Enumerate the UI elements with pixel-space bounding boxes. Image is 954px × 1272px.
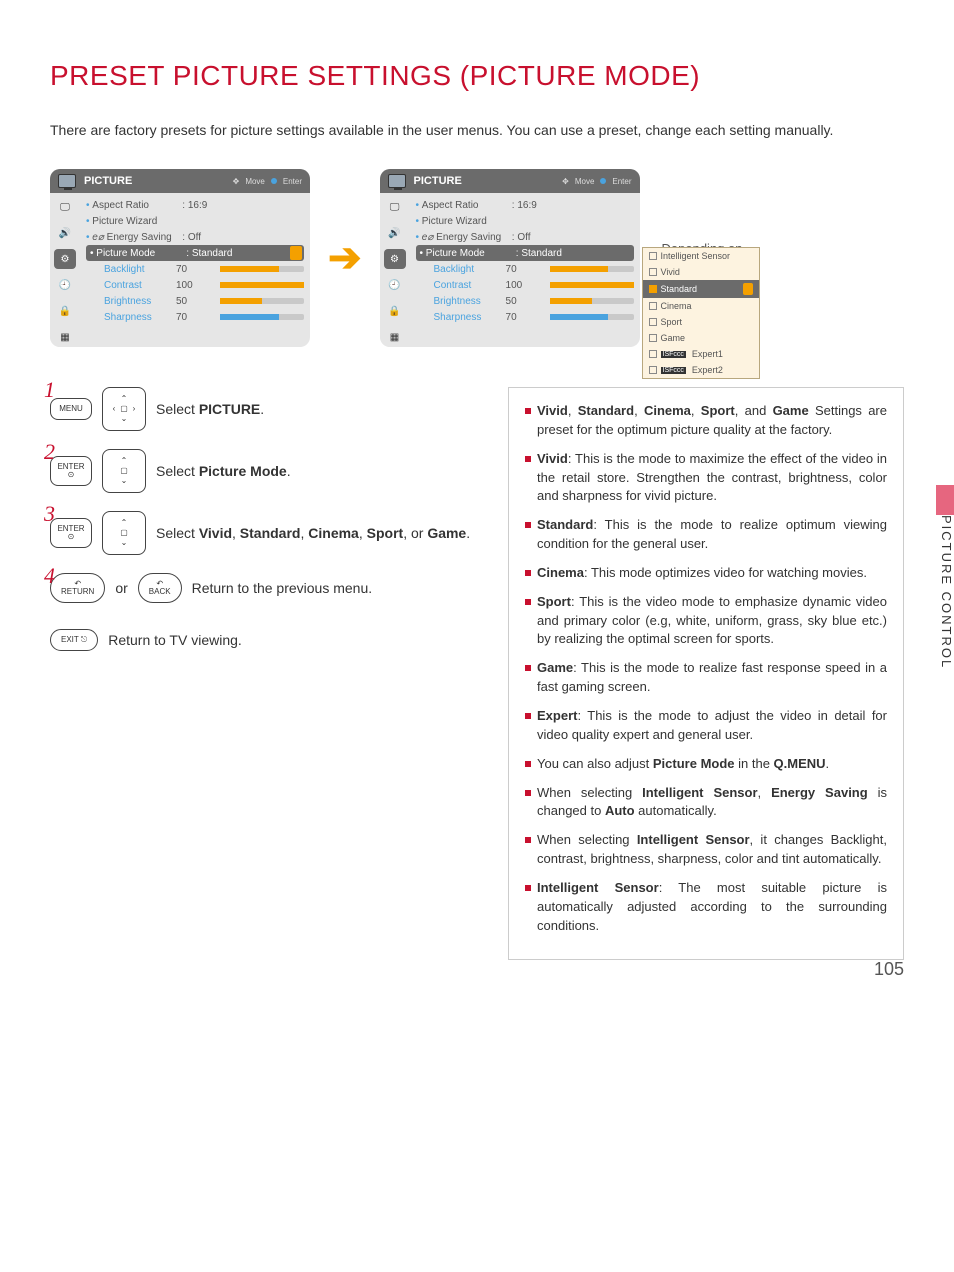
step-4: 4 ↶RETURN or ↶BACK Return to the previou… — [50, 573, 480, 603]
osd-nav-hint: ✥Move Enter — [233, 177, 302, 186]
icon-time: 🕘 — [54, 275, 76, 295]
exit-row: EXIT ⎋ Return to TV viewing. — [50, 629, 480, 651]
icon-time: 🕘 — [384, 275, 406, 295]
icon-audio: 🔊 — [384, 223, 406, 243]
opt-standard-selected[interactable]: Standard — [643, 280, 759, 298]
opt-cinema[interactable]: Cinema — [643, 298, 759, 314]
info-qmenu: You can also adjust Picture Mode in the … — [525, 755, 887, 774]
step-3-text: Select Vivid, Standard, Cinema, Sport, o… — [156, 525, 470, 541]
step-number-1: 1 — [44, 377, 55, 403]
energy-value: : Off — [182, 232, 201, 243]
osd-title: PICTURE — [84, 175, 132, 187]
icon-option-selected: ⚙ — [54, 249, 76, 269]
opt-expert1[interactable]: ISFcccExpert1 — [643, 346, 759, 362]
info-presets: Vivid, Standard, Cinema, Sport, and Game… — [525, 402, 887, 440]
opt-sport[interactable]: Sport — [643, 314, 759, 330]
brightness-value: 50 — [176, 296, 220, 307]
contrast-label: Contrast — [86, 280, 176, 291]
icon-picture: 🖵 — [384, 197, 406, 217]
picture-mode-row-highlight[interactable]: • Picture Mode: Standard — [86, 245, 304, 261]
step-3: 3 ENTER⊙ ⌃ ▢ ⌄ Select Vivid, Standard, C… — [50, 511, 480, 555]
exit-text: Return to TV viewing. — [108, 632, 242, 648]
osd-category-icons: 🖵 🔊 ⚙ 🕘 🔒 ▦ — [50, 193, 80, 347]
page-number: 105 — [874, 959, 904, 980]
osd-panel-after: PICTURE ✥Move Enter 🖵 🔊 ⚙ 🕘 🔒 ▦ • Aspect… — [380, 169, 640, 347]
icon-lock: 🔒 — [384, 301, 406, 321]
osd-list: • Aspect Ratio: 16:9 • Picture Wizard • … — [80, 193, 310, 347]
step-number-2: 2 — [44, 439, 55, 465]
info-game: Game: This is the mode to realize fast r… — [525, 659, 887, 697]
backlight-label: Backlight — [86, 264, 176, 275]
info-intelligent-sensor: Intelligent Sensor: The most suitable pi… — [525, 879, 887, 936]
info-box: Vivid, Standard, Cinema, Sport, and Game… — [508, 387, 904, 960]
backlight-value: 70 — [176, 264, 220, 275]
icon-input: ▦ — [54, 327, 76, 347]
exit-key: EXIT ⎋ — [50, 629, 98, 651]
opt-vivid[interactable]: Vivid — [643, 264, 759, 280]
return-key: ↶RETURN — [50, 573, 105, 603]
osd-row: PICTURE ✥Move Enter 🖵 🔊 ⚙ 🕘 🔒 ▦ • Aspect… — [50, 169, 904, 347]
tv-icon — [388, 174, 406, 188]
step-2-text: Select Picture Mode. — [156, 463, 291, 479]
step-number-4: 4 — [44, 563, 55, 589]
step-4-text: Return to the previous menu. — [192, 580, 373, 596]
tv-icon — [58, 174, 76, 188]
osd-header-2: PICTURE ✥Move Enter — [380, 169, 640, 193]
updown-icon — [290, 246, 302, 260]
aspect-value: : 16:9 — [182, 200, 207, 211]
icon-audio: 🔊 — [54, 223, 76, 243]
brightness-label: Brightness — [86, 296, 176, 307]
contrast-value: 100 — [176, 280, 220, 291]
back-key: ↶BACK — [138, 573, 182, 603]
opt-expert2[interactable]: ISFcccExpert2 — [643, 362, 759, 378]
info-intelligent-auto: When selecting Intelligent Sensor, Energ… — [525, 784, 887, 822]
info-cinema: Cinema: This mode optimizes video for wa… — [525, 564, 887, 583]
sharpness-value: 70 — [176, 312, 220, 323]
enter-key: ENTER⊙ — [50, 456, 92, 486]
step-2: 2 ENTER⊙ ⌃ ▢ ⌄ Select Picture Mode. — [50, 449, 480, 493]
picture-mode-row-highlight-2[interactable]: • Picture Mode: Standard — [416, 245, 634, 261]
menu-key: MENU — [50, 398, 92, 420]
osd-panel-before: PICTURE ✥Move Enter 🖵 🔊 ⚙ 🕘 🔒 ▦ • Aspect… — [50, 169, 310, 347]
arrow-icon: ➔ — [328, 235, 362, 281]
side-tab-marker — [936, 485, 954, 515]
dpad-key: ⌃ ▢ ⌄ — [102, 449, 146, 493]
side-tab-label: PICTURE CONTROL — [939, 515, 954, 669]
info-expert: Expert: This is the mode to adjust the v… — [525, 707, 887, 745]
info-standard: Standard: This is the mode to realize op… — [525, 516, 887, 554]
picture-mode-dropdown[interactable]: Intelligent Sensor Vivid Standard Cinema… — [642, 247, 760, 379]
dpad-key: ⌃ ‹▢› ⌄ — [102, 387, 146, 431]
info-sport: Sport: This is the video mode to emphasi… — [525, 593, 887, 650]
dpad-key: ⌃ ▢ ⌄ — [102, 511, 146, 555]
wizard-label: Picture Wizard — [92, 216, 182, 227]
sharpness-label: Sharpness — [86, 312, 176, 323]
osd-category-icons-2: 🖵 🔊 ⚙ 🕘 🔒 ▦ — [380, 193, 410, 347]
steps-column: 1 MENU ⌃ ‹▢› ⌄ Select PICTURE. 2 ENTER⊙ … — [50, 387, 480, 651]
step-1: 1 MENU ⌃ ‹▢› ⌄ Select PICTURE. — [50, 387, 480, 431]
icon-lock: 🔒 — [54, 301, 76, 321]
energy-label: Energy Saving — [107, 232, 172, 243]
step-number-3: 3 — [44, 501, 55, 527]
intro-text: There are factory presets for picture se… — [50, 120, 904, 141]
info-intelligent-changes: When selecting Intelligent Sensor, it ch… — [525, 831, 887, 869]
enter-key: ENTER⊙ — [50, 518, 92, 548]
icon-picture: 🖵 — [54, 197, 76, 217]
info-vivid: Vivid: This is the mode to maximize the … — [525, 450, 887, 507]
opt-intelligent[interactable]: Intelligent Sensor — [643, 248, 759, 264]
osd-header: PICTURE ✥Move Enter — [50, 169, 310, 193]
icon-input: ▦ — [384, 327, 406, 347]
aspect-label: Aspect Ratio — [92, 200, 182, 211]
page-title: PRESET PICTURE SETTINGS (PICTURE MODE) — [50, 60, 904, 92]
step-1-text: Select PICTURE. — [156, 401, 264, 417]
opt-game[interactable]: Game — [643, 330, 759, 346]
icon-option-selected: ⚙ — [384, 249, 406, 269]
